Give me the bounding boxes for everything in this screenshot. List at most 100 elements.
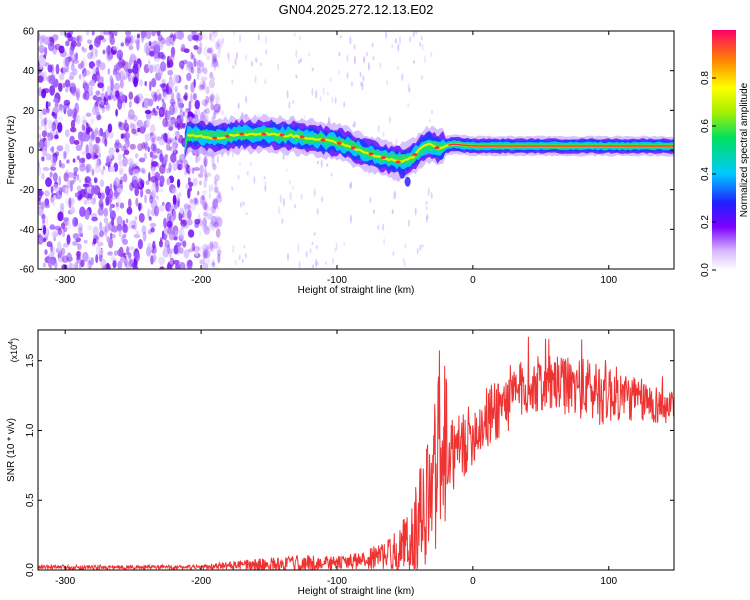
noise-speckle	[52, 201, 56, 207]
noise-speckle	[108, 147, 115, 155]
noise-speckle	[78, 226, 83, 237]
noise-streak	[404, 243, 407, 249]
noise-speckle	[187, 204, 192, 210]
noise-speckle	[38, 125, 43, 131]
noise-speckle	[39, 56, 46, 67]
noise-speckle	[181, 223, 184, 230]
noise-speckle	[115, 62, 122, 71]
noise-speckle	[44, 216, 49, 227]
noise-speckle	[129, 259, 133, 264]
noise-speckle	[200, 76, 208, 82]
noise-speckle	[42, 237, 47, 243]
noise-speckle	[84, 90, 90, 101]
noise-streak	[339, 35, 342, 39]
noise-speckle	[212, 31, 218, 38]
noise-speckle	[107, 251, 113, 256]
noise-speckle	[150, 249, 157, 254]
noise-speckle	[123, 122, 130, 132]
signal-hotspot	[412, 153, 418, 157]
noise-speckle	[192, 93, 197, 101]
noise-speckle	[97, 241, 104, 247]
noise-streak	[382, 223, 385, 231]
noise-streak	[397, 43, 400, 52]
x-tick-label: -100	[327, 576, 347, 587]
noise-speckle	[115, 72, 122, 82]
noise-speckle	[213, 109, 219, 115]
noise-speckle	[173, 259, 180, 265]
noise-streak	[430, 51, 433, 58]
noise-speckle	[91, 197, 96, 205]
noise-streak	[360, 81, 363, 87]
noise-speckle	[169, 248, 172, 259]
noise-streak	[315, 245, 318, 250]
noise-speckle	[202, 244, 209, 251]
noise-speckle	[194, 218, 201, 225]
noise-streak	[425, 200, 428, 206]
noise-speckle	[72, 158, 76, 163]
noise-speckle	[117, 249, 123, 257]
noise-speckle	[122, 173, 128, 183]
noise-speckle	[141, 225, 147, 235]
noise-speckle	[185, 251, 189, 259]
noise-speckle	[212, 199, 217, 211]
noise-speckle	[202, 114, 207, 122]
noise-speckle	[62, 226, 68, 232]
noise-streak	[243, 201, 245, 206]
noise-speckle	[144, 80, 147, 87]
noise-speckle	[116, 195, 121, 207]
noise-speckle	[211, 156, 215, 167]
snr-multiplier-base: (x10	[9, 345, 19, 363]
noise-speckle	[99, 75, 104, 85]
snr-x-ticks: -300 -200 -100 0 100	[55, 330, 618, 587]
noise-streak	[420, 35, 423, 41]
noise-speckle	[211, 90, 215, 101]
noise-speckle	[194, 99, 200, 110]
noise-speckle	[208, 79, 215, 89]
noise-streak	[326, 163, 329, 167]
noise-speckle	[52, 106, 60, 114]
noise-speckle	[48, 41, 55, 52]
noise-speckle	[105, 45, 112, 56]
noise-speckle	[201, 194, 205, 201]
noise-speckle	[86, 165, 90, 174]
noise-streak	[343, 101, 346, 108]
noise-speckle	[106, 236, 110, 243]
noise-speckle	[179, 247, 184, 254]
noise-streak	[338, 52, 341, 57]
noise-speckle	[87, 225, 93, 231]
noise-speckle	[217, 217, 223, 228]
noise-speckle	[203, 109, 207, 114]
y-tick-label: 0	[28, 146, 34, 157]
noise-speckle	[132, 161, 139, 167]
noise-speckle	[42, 224, 47, 236]
noise-speckle	[86, 198, 93, 205]
noise-speckle	[211, 258, 215, 266]
noise-speckle	[90, 117, 95, 125]
noise-speckle	[190, 51, 193, 60]
noise-speckle	[55, 63, 60, 75]
noise-speckle	[157, 94, 160, 102]
noise-speckle	[144, 133, 151, 142]
noise-speckle	[116, 31, 120, 35]
noise-speckle	[107, 188, 114, 199]
noise-speckle	[46, 241, 53, 248]
noise-streak	[346, 72, 349, 79]
noise-speckle	[197, 59, 204, 67]
noise-speckle	[150, 132, 156, 143]
noise-speckle	[169, 248, 175, 254]
noise-speckle	[199, 80, 206, 89]
noise-speckle	[63, 172, 69, 182]
noise-speckle	[38, 189, 43, 200]
noise-streak	[232, 244, 235, 254]
signal-hotspot	[320, 138, 326, 142]
noise-speckle	[93, 177, 98, 184]
noise-speckle	[160, 61, 166, 72]
noise-streak	[413, 60, 415, 64]
noise-streak	[322, 87, 325, 96]
noise-speckle	[151, 31, 156, 37]
noise-speckle	[125, 218, 129, 224]
noise-speckle	[205, 95, 210, 104]
noise-speckle	[157, 34, 163, 42]
noise-speckle	[84, 209, 90, 220]
noise-streak	[257, 113, 260, 119]
